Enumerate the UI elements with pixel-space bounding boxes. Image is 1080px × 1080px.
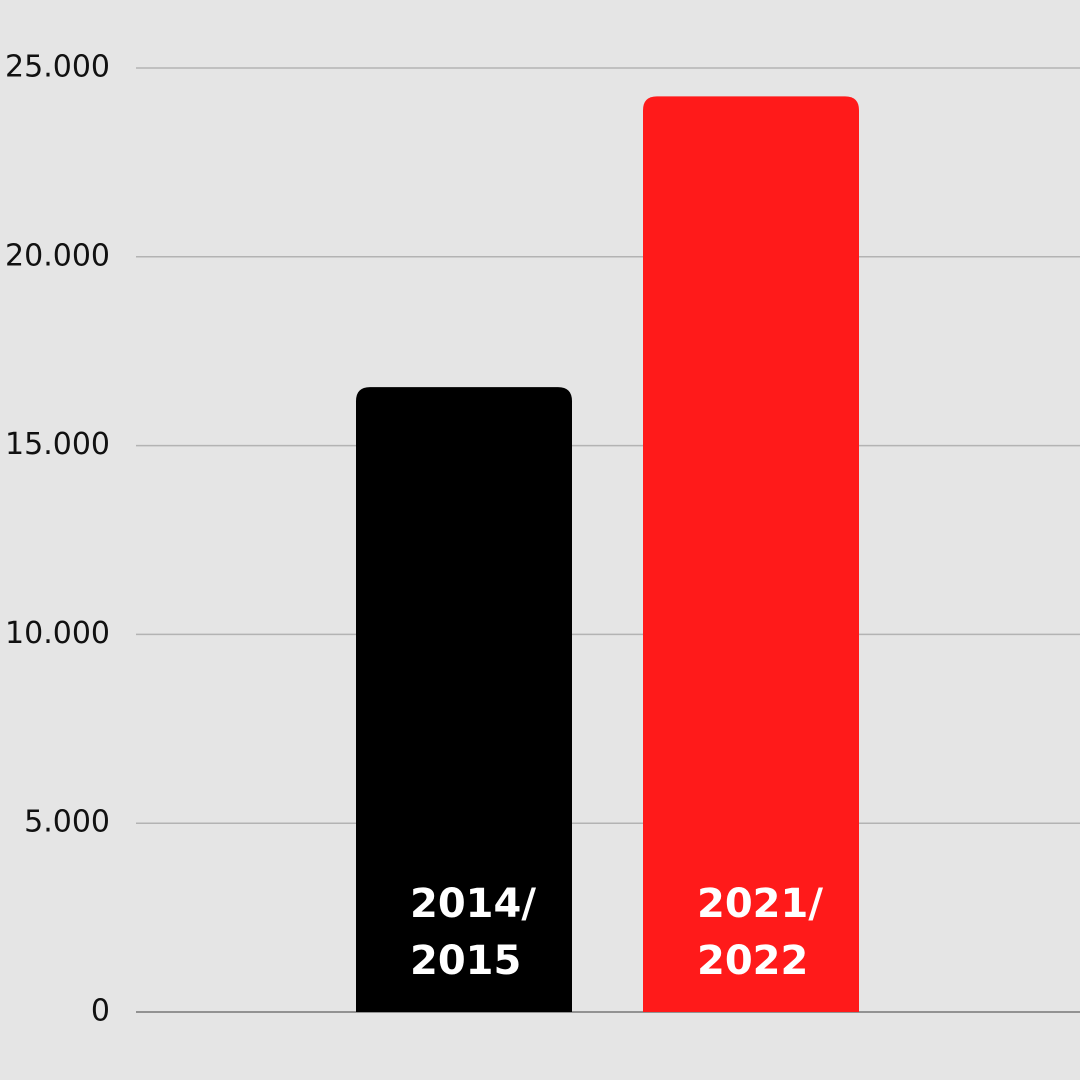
category-label: 2014/2015: [410, 881, 536, 984]
bar: [356, 387, 572, 1012]
y-tick-label: 0: [91, 994, 110, 1029]
y-tick-label: 5.000: [24, 805, 110, 840]
bar: [643, 96, 859, 1012]
category-label: 2021/2022: [697, 881, 823, 984]
y-tick-label: 20.000: [5, 238, 110, 273]
y-tick-label: 10.000: [5, 616, 110, 651]
y-tick-label: 25.000: [5, 50, 110, 85]
y-tick-label: 15.000: [5, 427, 110, 462]
